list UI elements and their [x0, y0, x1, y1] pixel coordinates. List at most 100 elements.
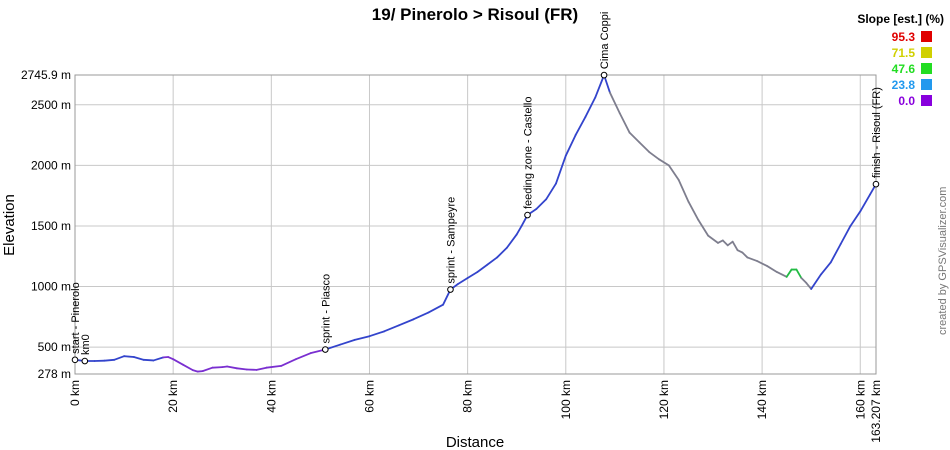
legend-value: 47.6	[892, 62, 916, 76]
elevation-segment	[255, 366, 268, 371]
waypoint-marker	[524, 211, 531, 219]
elevation-segment	[594, 74, 605, 99]
elevation-segment	[731, 240, 739, 252]
waypoint-label: Cima Coppi	[599, 12, 611, 69]
elevation-segment	[515, 225, 523, 236]
elevation-segment	[726, 240, 734, 247]
waypoint-marker	[81, 357, 89, 365]
legend: Slope [est.] (%) 95.3 71.5 47.6 23.8 0.0	[857, 12, 944, 108]
elevation-segment	[339, 338, 356, 346]
plot-area-border	[74, 74, 877, 375]
y-axis-label: Elevation	[1, 194, 18, 256]
elevation-segment	[829, 243, 842, 264]
elevation-segment	[820, 261, 832, 276]
elevation-segment	[226, 365, 238, 370]
elevation-segment	[839, 225, 852, 246]
waypoint-marker	[71, 356, 79, 364]
elevation-segment	[103, 358, 116, 362]
elevation-segment	[810, 273, 822, 290]
elevation-segment	[574, 116, 587, 136]
elevation-segment	[795, 268, 803, 279]
legend-title: Slope [est.] (%)	[857, 12, 944, 26]
elevation-segment	[265, 364, 283, 369]
elevation-segment	[398, 318, 415, 327]
elevation-segment	[496, 246, 508, 259]
grid	[74, 74, 877, 375]
waypoint-label: feeding zone - Castello	[523, 97, 535, 210]
x-tick-label: 140 km	[755, 380, 769, 419]
elevation-segment	[805, 281, 813, 290]
elevation-segment	[697, 218, 710, 237]
elevation-segment	[687, 200, 700, 221]
legend-swatch	[921, 95, 932, 106]
x-tick-label: 80 km	[461, 380, 475, 413]
elevation-segment	[383, 324, 400, 333]
elevation-segment	[113, 355, 125, 361]
x-tick-label: 40 km	[264, 380, 278, 413]
y-tick-label: 1500 m	[31, 219, 71, 233]
elevation-segment	[648, 151, 660, 161]
elevation-segment	[707, 234, 719, 244]
y-tick-label: 2500 m	[31, 98, 71, 112]
legend-value: 95.3	[892, 30, 916, 44]
elevation-segment	[132, 356, 145, 361]
elevation-segment	[677, 179, 690, 203]
elevation-segment	[466, 271, 479, 279]
legend-value: 0.0	[898, 94, 915, 108]
y-tick-label: 2745.9 m	[21, 68, 71, 82]
elevation-segment	[584, 96, 597, 118]
elevation-segment	[545, 182, 557, 201]
legend-swatch	[921, 31, 932, 42]
elevation-segment	[736, 249, 744, 254]
chart-title: 19/ Pinerolo > Risoul (FR)	[372, 5, 578, 24]
waypoint-label: sprint - Piasco	[320, 274, 332, 344]
waypoint-label: km0	[80, 334, 92, 355]
x-tick-label: 60 km	[362, 380, 376, 413]
elevation-segment	[658, 158, 670, 167]
waypoint-marker	[600, 71, 608, 79]
elevation-segment	[717, 239, 724, 244]
x-tick-label: 100 km	[559, 380, 573, 419]
elevation-segment	[280, 358, 297, 367]
elevation-segment	[535, 198, 548, 210]
legend-swatch	[921, 79, 932, 90]
legend-swatch	[921, 63, 932, 74]
legend-swatch	[921, 47, 932, 58]
elevation-segment	[201, 366, 214, 372]
elevation-segment	[741, 251, 749, 259]
y-tick-label: 1000 m	[31, 280, 71, 294]
legend-value: 71.5	[892, 46, 916, 60]
elevation-segment	[294, 352, 312, 361]
elevation-segment	[123, 355, 135, 358]
elevation-segment	[667, 164, 680, 181]
x-tick-label: 160 km	[853, 380, 867, 419]
waypoint-marker	[447, 286, 454, 293]
x-tick-label: 120 km	[657, 380, 671, 419]
elevation-segment	[638, 141, 651, 153]
elevation-segment	[476, 263, 489, 273]
elevation-segment	[859, 193, 871, 213]
y-tick-label: 2000 m	[31, 158, 71, 172]
elevation-segment	[775, 271, 788, 278]
elevation-series	[74, 74, 877, 373]
elevation-segment	[756, 260, 768, 267]
waypoint-marker	[872, 180, 880, 188]
waypoint-label: sprint - Sampeyre	[445, 197, 457, 284]
elevation-segment	[785, 268, 793, 278]
waypoint-marker	[322, 346, 329, 353]
credit-text: created by GPSVisualizer.com	[937, 187, 949, 335]
elevation-segment	[368, 330, 386, 338]
elevation-segment	[236, 367, 248, 371]
elevation-segment	[746, 256, 759, 262]
x-axis-label: Distance	[446, 434, 504, 450]
elevation-segment	[800, 277, 808, 284]
waypoint-label: start - Pinerolo	[70, 282, 82, 354]
elevation-segment	[486, 256, 498, 266]
y-tick-label: 500 m	[38, 340, 71, 354]
elevation-segment	[427, 303, 444, 314]
elevation-segment	[182, 363, 194, 372]
x-tick-label: 20 km	[166, 380, 180, 413]
x-tick-label: 163.207 km	[869, 380, 883, 443]
